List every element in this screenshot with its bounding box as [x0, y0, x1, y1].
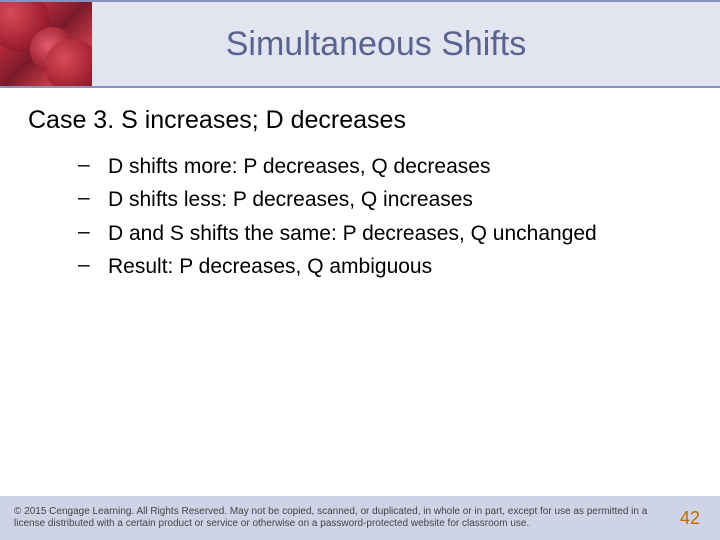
list-item: – D shifts more: P decreases, Q decrease…: [78, 153, 692, 180]
list-item: – D shifts less: P decreases, Q increase…: [78, 186, 692, 213]
bullet-text: D shifts more: P decreases, Q decreases: [108, 153, 490, 180]
slide-content: Case 3. S increases; D decreases – D shi…: [0, 88, 720, 280]
slide-header: Simultaneous Shifts: [0, 0, 720, 88]
bullet-text: Result: P decreases, Q ambiguous: [108, 253, 432, 280]
copyright-text: © 2015 Cengage Learning. All Rights Rese…: [14, 506, 680, 531]
bullet-text: D shifts less: P decreases, Q increases: [108, 186, 473, 213]
list-item: – D and S shifts the same: P decreases, …: [78, 220, 692, 247]
page-number: 42: [680, 508, 706, 529]
case-heading: Case 3. S increases; D decreases: [28, 106, 692, 135]
bullet-marker: –: [78, 153, 108, 177]
bullet-text: D and S shifts the same: P decreases, Q …: [108, 220, 597, 247]
bullet-marker: –: [78, 220, 108, 244]
list-item: – Result: P decreases, Q ambiguous: [78, 253, 692, 280]
bullet-marker: –: [78, 186, 108, 210]
decorative-roses-image: [0, 2, 92, 86]
bullet-list: – D shifts more: P decreases, Q decrease…: [28, 153, 692, 280]
slide-footer: © 2015 Cengage Learning. All Rights Rese…: [0, 496, 720, 540]
slide-title: Simultaneous Shifts: [92, 25, 720, 64]
bullet-marker: –: [78, 253, 108, 277]
